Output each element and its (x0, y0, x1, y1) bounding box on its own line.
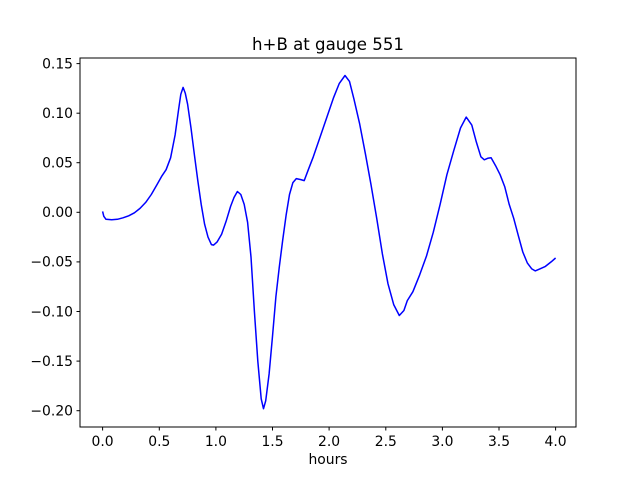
x-tick-label: 0.5 (148, 434, 170, 450)
x-axis-ticks: 0.0 0.5 1.0 1.5 2.0 2.5 3.0 3.5 4.0 (92, 427, 567, 450)
y-tick-label: −0.20 (30, 404, 73, 420)
x-axis-label: hours (308, 452, 347, 468)
x-tick-label: 2.5 (375, 434, 397, 450)
y-tick-label: −0.05 (30, 255, 73, 271)
series-line (101, 74, 557, 410)
chart-title: h+B at gauge 551 (252, 35, 404, 54)
x-tick-label: 3.5 (488, 434, 510, 450)
y-tick-label: 0.00 (42, 205, 73, 221)
x-tick-label: 0.0 (92, 434, 114, 450)
y-tick-label: 0.05 (42, 156, 73, 172)
x-tick-label: 1.5 (261, 434, 283, 450)
y-tick-label: 0.10 (42, 106, 73, 122)
y-tick-label: 0.15 (42, 56, 73, 72)
y-axis-ticks: 0.15 0.10 0.05 0.00 −0.05 −0.10 −0.15 −0.20 (30, 56, 80, 420)
plot-frame (79, 57, 577, 428)
x-tick-label: 1.0 (205, 434, 227, 450)
y-tick-label: −0.10 (30, 304, 73, 320)
y-tick-label: −0.15 (30, 354, 73, 370)
x-tick-label: 3.0 (431, 434, 453, 450)
x-tick-label: 2.0 (318, 434, 340, 450)
x-tick-label: 4.0 (545, 434, 567, 450)
